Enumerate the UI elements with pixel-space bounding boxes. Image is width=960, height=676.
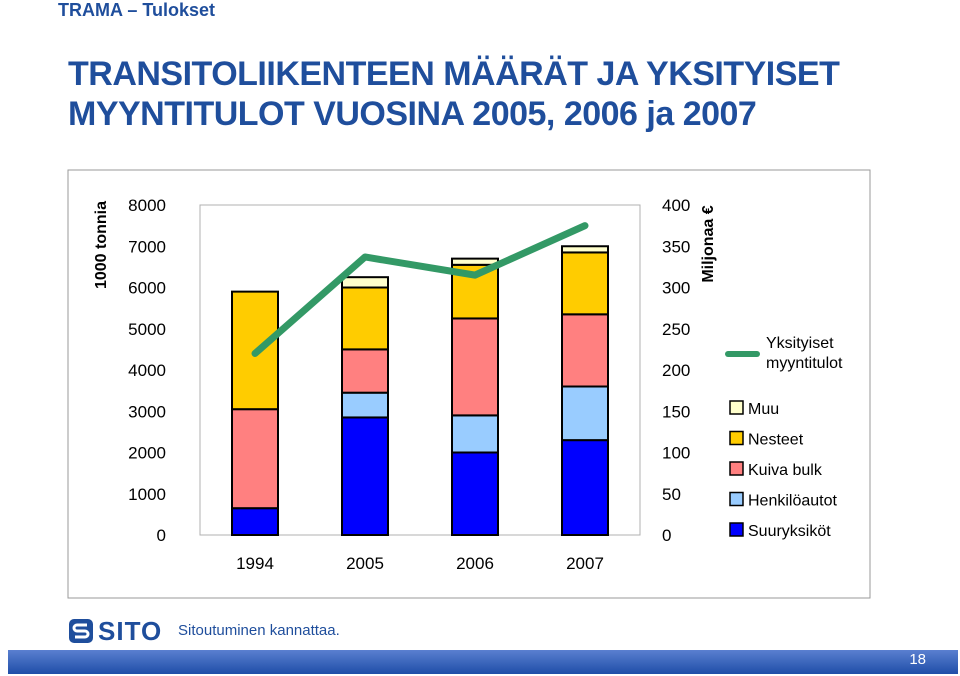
bar-segment [451,257,499,266]
legend-swatch [729,400,744,415]
left-tick-label: 0 [157,526,166,545]
right-tick-label: 350 [662,237,690,256]
left-axis-title: 1000 tonnia [93,201,110,289]
legend: Yksityiset myyntitulot Muu Nesteet Kuiva bul… [725,335,843,540]
sito-brand: SITO [98,616,163,646]
category-labels: 1994 2005 2006 2007 [236,554,604,573]
bar-segment [451,317,499,417]
right-tick-label: 150 [662,402,690,421]
right-axis-title-group: Miljonaa € [700,205,717,282]
category-label: 1994 [236,554,274,573]
right-tick-label: 200 [662,361,690,380]
right-tick-label: 100 [662,444,690,463]
right-tick-label: 400 [662,196,690,215]
line-series [251,222,589,357]
category-label: 2006 [456,554,494,573]
legend-swatch [729,522,744,537]
legend-swatch [729,491,744,507]
legend-line-label: myyntitulot [766,355,843,372]
legend-label: Muu [748,401,779,418]
slide-title-line-2: MYYNTITULOT VUOSINA 2005, 2006 ja 2007 [68,95,757,133]
left-tick-label: 4000 [128,361,166,380]
bar-segment [341,348,389,394]
sito-tagline: Sitoutuminen kannattaa. [178,622,340,639]
bar-segment [561,385,609,442]
legend-label: Henkilöautot [748,493,838,510]
bar-segment [451,451,499,536]
bar-segment [561,245,609,254]
legend-line-label: Yksityiset [766,335,834,352]
bar-segment [341,286,389,351]
bar-segment [341,416,389,536]
slide-title: TRANSITOLIIKENTEEN MÄÄRÄT JA YKSITYISET … [68,54,928,134]
left-tick-labels: 0 1000 2000 3000 4000 5000 6000 7000 8000 [128,196,166,545]
header-title: TRAMA – Tulokset [58,0,216,20]
sito-logo-icon [69,619,93,643]
bar-segment [561,313,609,388]
left-tick-label: 1000 [128,485,166,504]
left-tick-label: 8000 [128,196,166,215]
left-tick-label: 7000 [128,237,166,256]
right-tick-label: 250 [662,320,690,339]
right-tick-labels: 0 50 100 150 200 250 300 350 400 [662,196,690,545]
bar-segment [561,439,609,536]
bar-segment [341,391,389,419]
category-label: 2005 [346,554,384,573]
legend-label: Suuryksiköt [748,523,831,540]
left-tick-label: 3000 [128,402,166,421]
right-tick-label: 300 [662,279,690,298]
legend-swatch [729,430,744,446]
bar-segment [561,251,609,316]
bar-segment [231,507,279,536]
right-tick-label: 0 [662,526,671,545]
stacked-bars [231,245,609,536]
line-series-path [251,222,589,357]
legend-label: Kuiva bulk [748,462,823,479]
footer-bar [8,650,958,674]
legend-label: Nesteet [748,432,804,449]
category-label: 2007 [566,554,604,573]
bar-segment [231,408,279,510]
bar-segment [341,276,389,289]
right-axis-title: Miljonaa € [700,205,717,282]
left-tick-label: 6000 [128,279,166,298]
left-tick-label: 5000 [128,320,166,339]
slide-title-line-1: TRANSITOLIIKENTEEN MÄÄRÄT JA YKSITYISET [68,55,840,93]
page-number: 18 [909,651,926,668]
left-axis-title-group: 1000 tonnia [93,201,110,289]
bar-segment [451,414,499,454]
left-tick-label: 2000 [128,444,166,463]
legend-swatch [729,461,744,476]
right-tick-label: 50 [662,485,681,504]
